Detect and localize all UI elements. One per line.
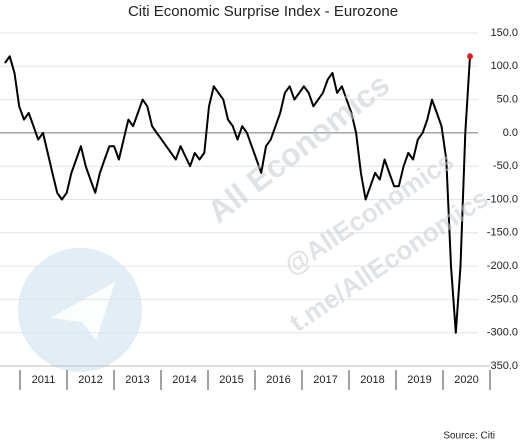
x-tick-label: 2017 [313,374,337,386]
y-tick-label: -50.0 [493,160,518,172]
y-tick-label: 150.0 [490,27,518,39]
y-tick-label: -100.0 [487,193,518,205]
y-tick-label: -250.0 [487,293,518,305]
source: Source: Citi [443,431,495,442]
y-tick-label: 0.0 [503,127,518,139]
y-tick-label: -350.0 [487,360,518,372]
x-tick-label: 2013 [125,374,149,386]
y-tick-label: 100.0 [490,60,518,72]
chart-title: Citi Economic Surprise Index - Eurozone [128,3,398,20]
y-tick-label: -200.0 [487,260,518,272]
y-tick-label: -300.0 [487,327,518,339]
x-tick-label: 2015 [219,374,243,386]
x-tick-label: 2014 [172,374,196,386]
y-tick-label: 50.0 [497,94,518,106]
x-tick-label: 2016 [266,374,290,386]
data-line [4,55,471,334]
y-tick-label: -150.0 [487,227,518,239]
watermark-logo-plane [50,282,115,340]
x-tick-label: 2020 [454,374,478,386]
last-point [467,53,473,60]
x-tick-label: 2011 [32,374,56,386]
x-tick-label: 2019 [407,374,431,386]
x-tick-label: 2018 [360,374,384,386]
x-tick-label: 2012 [78,374,102,386]
